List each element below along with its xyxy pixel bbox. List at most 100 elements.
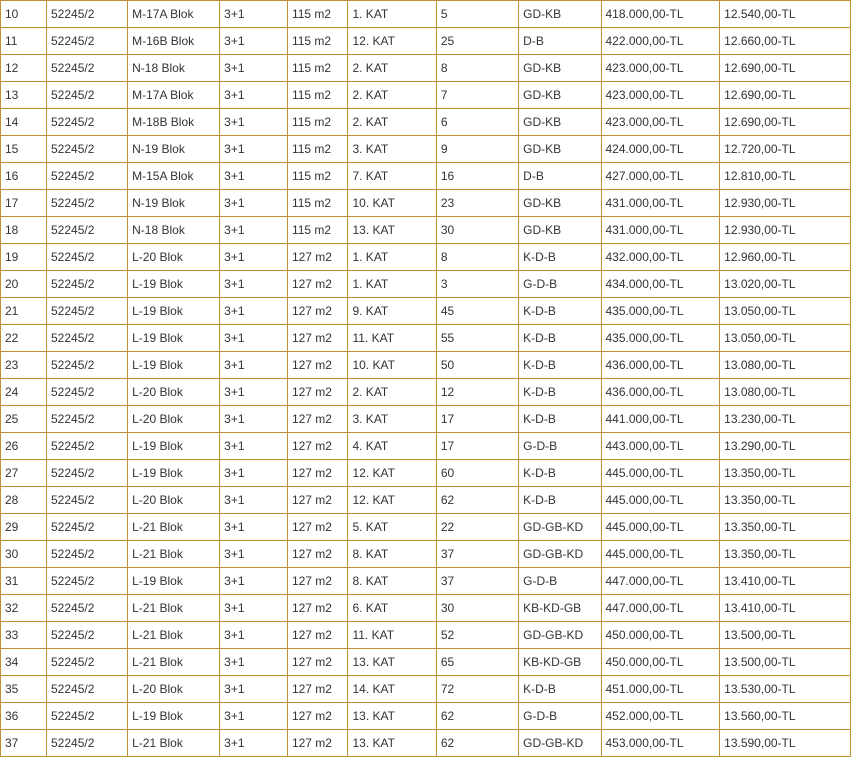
cell-downpayment: 13.290,00-TL xyxy=(720,433,851,460)
cell-floor: 2. KAT xyxy=(348,109,436,136)
table-row: 2352245/2L-19 Blok3+1127 m210. KAT50K-D-… xyxy=(1,352,851,379)
cell-parcel: 52245/2 xyxy=(47,541,128,568)
cell-orientation: D-B xyxy=(519,163,601,190)
cell-downpayment: 13.350,00-TL xyxy=(720,514,851,541)
cell-room: 3+1 xyxy=(220,649,288,676)
cell-room: 3+1 xyxy=(220,487,288,514)
cell-floor: 1. KAT xyxy=(348,271,436,298)
cell-door: 22 xyxy=(436,514,518,541)
cell-area: 115 m2 xyxy=(287,28,348,55)
cell-orientation: K-D-B xyxy=(519,460,601,487)
cell-price: 447.000,00-TL xyxy=(601,595,720,622)
cell-area: 115 m2 xyxy=(287,217,348,244)
cell-area: 127 m2 xyxy=(287,541,348,568)
cell-no: 17 xyxy=(1,190,47,217)
cell-floor: 12. KAT xyxy=(348,28,436,55)
cell-area: 127 m2 xyxy=(287,622,348,649)
cell-block: L-20 Blok xyxy=(128,676,220,703)
cell-door: 60 xyxy=(436,460,518,487)
cell-floor: 6. KAT xyxy=(348,595,436,622)
cell-area: 115 m2 xyxy=(287,163,348,190)
cell-area: 127 m2 xyxy=(287,298,348,325)
cell-block: M-18B Blok xyxy=(128,109,220,136)
cell-block: L-19 Blok xyxy=(128,460,220,487)
cell-price: 423.000,00-TL xyxy=(601,82,720,109)
cell-no: 22 xyxy=(1,325,47,352)
cell-room: 3+1 xyxy=(220,379,288,406)
cell-room: 3+1 xyxy=(220,298,288,325)
cell-downpayment: 13.350,00-TL xyxy=(720,487,851,514)
cell-floor: 7. KAT xyxy=(348,163,436,190)
cell-block: L-21 Blok xyxy=(128,541,220,568)
cell-floor: 14. KAT xyxy=(348,676,436,703)
cell-room: 3+1 xyxy=(220,433,288,460)
cell-block: M-15A Blok xyxy=(128,163,220,190)
cell-orientation: GD-KB xyxy=(519,217,601,244)
cell-no: 27 xyxy=(1,460,47,487)
table-row: 1452245/2M-18B Blok3+1115 m22. KAT6GD-KB… xyxy=(1,109,851,136)
cell-block: M-17A Blok xyxy=(128,82,220,109)
cell-parcel: 52245/2 xyxy=(47,433,128,460)
cell-price: 423.000,00-TL xyxy=(601,109,720,136)
cell-no: 13 xyxy=(1,82,47,109)
cell-room: 3+1 xyxy=(220,82,288,109)
cell-room: 3+1 xyxy=(220,406,288,433)
cell-area: 127 m2 xyxy=(287,433,348,460)
cell-area: 115 m2 xyxy=(287,82,348,109)
cell-downpayment: 13.590,00-TL xyxy=(720,730,851,757)
cell-room: 3+1 xyxy=(220,163,288,190)
cell-downpayment: 12.720,00-TL xyxy=(720,136,851,163)
cell-no: 34 xyxy=(1,649,47,676)
table-row: 3552245/2L-20 Blok3+1127 m214. KAT72K-D-… xyxy=(1,676,851,703)
cell-room: 3+1 xyxy=(220,325,288,352)
cell-door: 9 xyxy=(436,136,518,163)
table-row: 2252245/2L-19 Blok3+1127 m211. KAT55K-D-… xyxy=(1,325,851,352)
cell-price: 435.000,00-TL xyxy=(601,325,720,352)
cell-price: 453.000,00-TL xyxy=(601,730,720,757)
cell-orientation: K-D-B xyxy=(519,406,601,433)
cell-downpayment: 13.020,00-TL xyxy=(720,271,851,298)
cell-room: 3+1 xyxy=(220,622,288,649)
cell-room: 3+1 xyxy=(220,568,288,595)
cell-price: 445.000,00-TL xyxy=(601,514,720,541)
cell-parcel: 52245/2 xyxy=(47,514,128,541)
cell-floor: 2. KAT xyxy=(348,82,436,109)
cell-area: 115 m2 xyxy=(287,136,348,163)
cell-price: 443.000,00-TL xyxy=(601,433,720,460)
cell-orientation: G-D-B xyxy=(519,433,601,460)
cell-price: 431.000,00-TL xyxy=(601,217,720,244)
table-row: 1352245/2M-17A Blok3+1115 m22. KAT7GD-KB… xyxy=(1,82,851,109)
cell-downpayment: 12.540,00-TL xyxy=(720,1,851,28)
cell-floor: 8. KAT xyxy=(348,568,436,595)
cell-parcel: 52245/2 xyxy=(47,676,128,703)
cell-door: 37 xyxy=(436,541,518,568)
cell-floor: 12. KAT xyxy=(348,487,436,514)
cell-door: 72 xyxy=(436,676,518,703)
cell-no: 33 xyxy=(1,622,47,649)
cell-room: 3+1 xyxy=(220,55,288,82)
table-body: 1052245/2M-17A Blok3+1115 m21. KAT5GD-KB… xyxy=(1,1,851,757)
cell-door: 5 xyxy=(436,1,518,28)
cell-downpayment: 13.500,00-TL xyxy=(720,649,851,676)
cell-price: 423.000,00-TL xyxy=(601,55,720,82)
cell-parcel: 52245/2 xyxy=(47,352,128,379)
cell-downpayment: 12.810,00-TL xyxy=(720,163,851,190)
cell-area: 115 m2 xyxy=(287,109,348,136)
cell-parcel: 52245/2 xyxy=(47,298,128,325)
table-row: 2852245/2L-20 Blok3+1127 m212. KAT62K-D-… xyxy=(1,487,851,514)
cell-area: 115 m2 xyxy=(287,55,348,82)
cell-no: 15 xyxy=(1,136,47,163)
cell-floor: 13. KAT xyxy=(348,703,436,730)
cell-price: 436.000,00-TL xyxy=(601,379,720,406)
cell-floor: 8. KAT xyxy=(348,541,436,568)
cell-area: 127 m2 xyxy=(287,703,348,730)
cell-room: 3+1 xyxy=(220,1,288,28)
cell-parcel: 52245/2 xyxy=(47,217,128,244)
cell-price: 450.000,00-TL xyxy=(601,622,720,649)
cell-price: 432.000,00-TL xyxy=(601,244,720,271)
cell-door: 3 xyxy=(436,271,518,298)
table-row: 2452245/2L-20 Blok3+1127 m22. KAT12K-D-B… xyxy=(1,379,851,406)
cell-door: 65 xyxy=(436,649,518,676)
cell-downpayment: 12.930,00-TL xyxy=(720,190,851,217)
cell-parcel: 52245/2 xyxy=(47,271,128,298)
